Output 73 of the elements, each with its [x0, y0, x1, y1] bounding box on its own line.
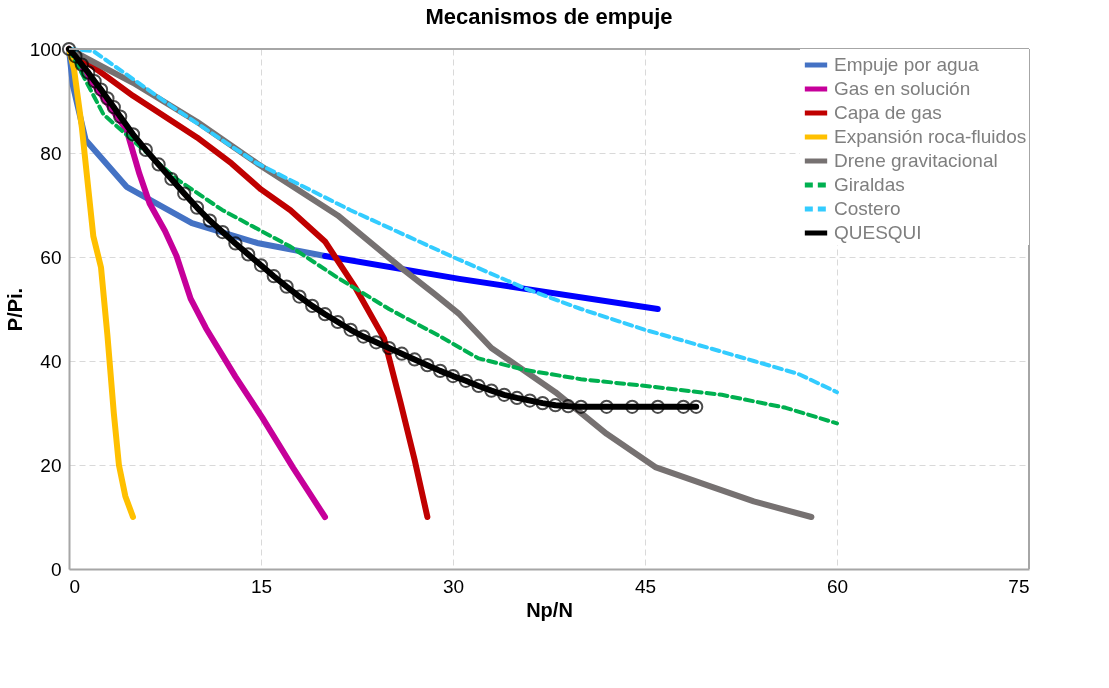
point [93, 82, 109, 97]
point [599, 399, 614, 414]
point [215, 224, 230, 240]
point [573, 399, 589, 414]
point [74, 57, 89, 72]
x-tick-label: 75 [1008, 575, 1030, 597]
point [113, 109, 128, 124]
point [561, 399, 576, 414]
point [445, 368, 461, 384]
point [625, 399, 640, 414]
point [253, 258, 269, 273]
point [548, 398, 563, 413]
y-tick-label: 20 [40, 454, 62, 476]
y-tick-label: 80 [40, 142, 62, 164]
point [151, 157, 166, 172]
point [87, 74, 102, 89]
point [484, 383, 499, 398]
point [266, 269, 281, 284]
point [189, 200, 205, 215]
x-tick-label: 60 [826, 575, 849, 597]
point [369, 335, 384, 350]
point [241, 247, 256, 262]
legend-label: Gas en solución [834, 78, 971, 99]
legend-label: Empuje por agua [834, 54, 980, 75]
point [81, 65, 96, 80]
point [497, 387, 512, 402]
point [407, 352, 422, 367]
y-tick-label: 60 [40, 246, 62, 268]
point [509, 390, 525, 406]
point [106, 100, 121, 115]
point [522, 393, 537, 408]
point [164, 171, 179, 187]
point [292, 289, 307, 304]
legend-label: QUESQUI [834, 222, 922, 243]
x-tick-label: 45 [634, 575, 657, 597]
point [138, 142, 153, 157]
y-tick-label: 0 [50, 558, 62, 580]
point [228, 236, 243, 251]
point [381, 340, 397, 356]
point [689, 399, 704, 414]
point [394, 346, 409, 361]
point [330, 314, 345, 330]
point [535, 396, 550, 411]
point [202, 213, 217, 228]
legend-label: Capa de gas [834, 102, 942, 123]
point [433, 363, 448, 378]
point [125, 127, 141, 142]
point [305, 298, 320, 313]
point [650, 399, 665, 414]
point [61, 41, 77, 57]
point [68, 49, 83, 64]
x-axis-title: Np/N [526, 598, 573, 621]
point [458, 373, 473, 388]
y-tick-label: 100 [29, 38, 62, 60]
point [420, 358, 435, 373]
legend-label: Drene gravitacional [834, 150, 998, 171]
legend-label: Costero [834, 198, 901, 219]
x-tick-label: 0 [69, 575, 81, 597]
y-axis-title: P/Pi. [3, 287, 26, 332]
point [100, 91, 115, 106]
chart-title: Mecanismos de empuje [425, 3, 673, 29]
y-tick-label: 40 [40, 350, 62, 372]
point [676, 399, 691, 414]
point [279, 279, 294, 294]
point [343, 322, 358, 337]
point [471, 378, 486, 394]
x-tick-label: 15 [250, 575, 273, 597]
legend-label: Expansión roca-fluidos [834, 126, 1027, 147]
point [356, 329, 371, 344]
legend-label: Giraldas [834, 174, 905, 195]
x-tick-label: 30 [442, 575, 465, 597]
point [317, 307, 333, 322]
point [177, 186, 192, 201]
